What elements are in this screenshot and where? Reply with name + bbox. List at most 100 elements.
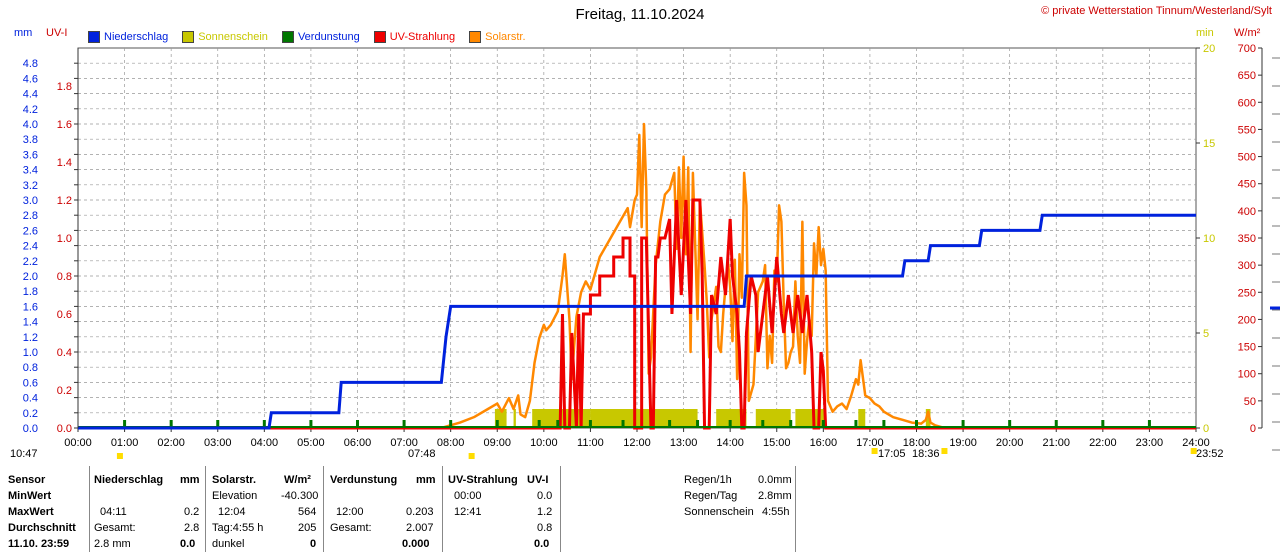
legend-item-rain: Niederschlag	[88, 31, 168, 43]
axis-tick-time: 15:00	[763, 437, 791, 449]
axis-tick-time: 23:00	[1136, 437, 1164, 449]
axis-tick-solar: 350	[1238, 233, 1256, 245]
axis-tick-uv: 1.2	[57, 195, 72, 207]
axis-tick-rain: 1.8	[23, 286, 38, 298]
axis-tick-rain: 3.0	[23, 195, 38, 207]
uv-max-time: 12:41	[454, 506, 482, 518]
axis-tick-uv: 0.8	[57, 271, 72, 283]
solar-header: Solarstr.	[212, 474, 257, 486]
axis-tick-uv: 1.0	[57, 233, 72, 245]
axis-tick-solar: 700	[1238, 43, 1256, 55]
uv-header: UV-Strahlung	[448, 474, 518, 486]
legend-label-solar: Solarstr.	[485, 31, 526, 43]
axis-tick-solar: 400	[1238, 206, 1256, 218]
sunshine-bar	[637, 409, 698, 428]
uv-max-value: 1.2	[537, 506, 553, 518]
axis-tick-rain: 2.0	[23, 271, 38, 283]
summary-value-rain-hour: 0.0mm	[758, 474, 792, 486]
table-divider	[323, 466, 324, 552]
rain-unit: mm	[180, 474, 200, 486]
uv-min-value: 0.0	[537, 490, 553, 502]
table-divider	[795, 466, 796, 552]
axis-tick-time: 13:00	[670, 437, 698, 449]
axis-tick-time: 14:00	[716, 437, 744, 449]
axis-tick-time: 04:00	[251, 437, 279, 449]
unit-wm2: W/m²	[1234, 27, 1261, 39]
sun-event-icon	[1190, 448, 1197, 454]
axis-tick-uv: 0.0	[57, 423, 72, 435]
evaporation-marker	[537, 420, 541, 427]
evaporation-marker	[961, 420, 965, 427]
legend-swatch-solar	[469, 31, 482, 43]
evaporation-marker	[169, 420, 173, 427]
axis-tick-sunshine: 5	[1203, 328, 1209, 340]
axis-tick-sunshine: 20	[1203, 43, 1215, 55]
table-divider	[442, 466, 443, 552]
evaporation-marker	[621, 420, 625, 427]
axis-tick-solar: 500	[1238, 152, 1256, 164]
evap-total-label: Gesamt:	[330, 522, 372, 534]
legend-item-uv: UV-Strahlung	[373, 31, 455, 43]
evaporation-marker	[356, 420, 359, 427]
solar-unit: W/m²	[284, 474, 311, 486]
solar-last-value: 0	[310, 538, 317, 550]
chart-legend: Niederschlag Sonnenschein Verdunstung UV…	[88, 31, 526, 43]
evaporation-marker	[789, 420, 793, 427]
sun-event-icon	[468, 453, 475, 459]
axis-tick-solar: 250	[1238, 287, 1256, 299]
evaporation-marker	[882, 420, 886, 427]
rain-max-time: 04:11	[100, 506, 127, 518]
axis-tick-rain: 3.4	[23, 165, 38, 177]
sunshine-bar	[590, 409, 637, 428]
solar-day-label: Tag:4:55 h	[212, 522, 264, 534]
axis-tick-rain: 0.8	[23, 362, 38, 374]
axis-tick-time: 11:00	[577, 437, 604, 449]
solar-min-value: -40.300	[281, 490, 319, 502]
legend-item-sun: Sonnenschein	[182, 31, 268, 43]
time-stamp-sunrise: 07:48	[408, 448, 436, 460]
rain-header: Niederschlag	[94, 474, 164, 486]
sunshine-bar	[858, 409, 866, 428]
axis-tick-uv: 1.8	[57, 81, 72, 93]
summary-label-rain-hour: Regen/1h	[684, 474, 732, 486]
sun-event-icon	[116, 453, 123, 459]
axis-tick-time: 01:00	[111, 437, 139, 449]
table-divider	[89, 466, 90, 552]
evap-header: Verdunstung	[330, 474, 398, 486]
legend-swatch-evap	[281, 31, 294, 43]
axis-tick-time: 05:00	[297, 437, 325, 449]
evaporation-marker	[1101, 420, 1105, 427]
evaporation-marker	[588, 420, 592, 427]
uv-line	[78, 198, 1196, 430]
axis-tick-rain: 1.4	[23, 317, 38, 329]
axis-tick-uv: 1.4	[57, 157, 72, 169]
evaporation-marker	[449, 420, 453, 427]
axis-tick-rain: 2.6	[23, 225, 38, 237]
time-stamp-left: 10:47	[10, 448, 38, 460]
rain-total-label: Gesamt:	[94, 522, 136, 534]
evap-last-value: 0.000	[402, 538, 430, 550]
axis-tick-uv: 0.2	[57, 385, 72, 397]
solar-avg-value: 205	[298, 522, 317, 534]
axis-tick-uv: 0.6	[57, 309, 72, 321]
evap-max-time: 12:00	[336, 506, 364, 518]
evaporation-marker	[728, 420, 732, 427]
legend-swatch-uv	[373, 31, 386, 43]
axis-tick-solar: 450	[1238, 179, 1256, 191]
axis-tick-solar: 550	[1238, 124, 1256, 136]
axis-tick-time: 16:00	[810, 437, 838, 449]
evaporation-marker	[216, 420, 220, 427]
axis-tick-time: 22:00	[1089, 437, 1117, 449]
axis-tick-uv: 1.6	[57, 119, 72, 131]
unit-mm: mm	[14, 27, 33, 39]
summary-value-sunshine: 4:55h	[762, 506, 790, 518]
legend-swatch-rain	[88, 31, 100, 43]
axis-tick-time: 09:00	[483, 437, 511, 449]
sensor-row-avg: Durchschnitt	[8, 522, 76, 534]
solar-line	[78, 122, 1196, 430]
summary-value-rain-day: 2.8mm	[758, 490, 792, 502]
axis-tick-sunshine: 0	[1203, 423, 1209, 435]
solar-max-time: 12:04	[218, 506, 246, 518]
axis-tick-solar: 650	[1238, 70, 1256, 82]
axis-tick-sunshine: 10	[1203, 233, 1215, 245]
